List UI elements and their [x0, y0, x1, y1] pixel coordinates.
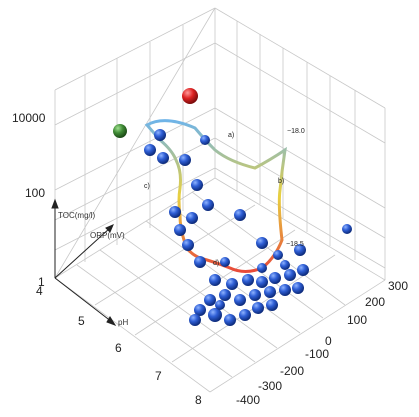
points-group [113, 88, 352, 326]
annotation-value-2: −18.5 [286, 241, 304, 248]
annotation-b: b) [278, 178, 284, 185]
point [186, 212, 198, 224]
point [200, 135, 210, 145]
x-tick-7: 7 [155, 369, 162, 383]
point [204, 294, 216, 306]
point [208, 308, 222, 322]
point [266, 299, 278, 311]
point [273, 250, 283, 260]
annotation-a: a) [228, 132, 234, 139]
y-axis-title: ORP(mV) [90, 231, 125, 240]
point [182, 239, 194, 251]
point [239, 309, 251, 321]
x-tick-8: 8 [195, 393, 202, 407]
y-tick-0: 0 [325, 334, 332, 348]
axis-lines [51, 198, 117, 326]
point [189, 314, 201, 326]
x-tick-4: 4 [36, 284, 43, 298]
x-tick-6: 6 [115, 341, 122, 355]
z-axis-title: TOC(mg/l) [58, 211, 96, 220]
point [294, 244, 306, 256]
point-green [113, 124, 127, 138]
annotation-value-1: −18.0 [287, 128, 305, 135]
point [292, 282, 304, 294]
point [242, 274, 254, 286]
point [226, 278, 238, 290]
point [194, 304, 206, 316]
point [209, 274, 221, 286]
point-red [182, 88, 198, 104]
y-tick-m200: -200 [280, 364, 304, 378]
point [257, 263, 267, 273]
annotations: a) b) c) d) −18.0 −18.5 [144, 128, 305, 267]
y-tick-m300: -300 [258, 379, 282, 393]
point [297, 264, 309, 276]
point [179, 154, 191, 166]
point [234, 209, 246, 221]
y-tick-300: 300 [388, 279, 408, 293]
point [269, 272, 281, 284]
point [157, 152, 169, 164]
point [264, 286, 276, 298]
point [280, 260, 290, 270]
point [252, 302, 264, 314]
y-tick-100: 100 [347, 313, 367, 327]
y-tick-200: 200 [365, 295, 385, 309]
grid-lines [54, 7, 386, 393]
point [194, 256, 206, 268]
x-axis-title: pH [118, 318, 128, 327]
point [224, 314, 236, 326]
point [220, 257, 230, 267]
z-tick-1: 1 [38, 275, 45, 289]
point [154, 129, 166, 141]
point [342, 224, 352, 234]
point [256, 276, 268, 288]
x-tick-5: 5 [78, 314, 85, 328]
annotation-c: c) [144, 183, 150, 190]
point [249, 289, 261, 301]
point [169, 206, 181, 218]
tick-labels: 10000 100 1 4 5 6 7 8 300 200 100 0 -100… [12, 111, 408, 407]
point [202, 199, 214, 211]
trajectory-path [144, 119, 287, 273]
point [144, 144, 156, 156]
point [234, 294, 246, 306]
y-tick-m400: -400 [236, 393, 260, 407]
point [279, 284, 291, 296]
axis-titles: TOC(mg/l) ORP(mV) pH [58, 211, 128, 327]
point [191, 179, 203, 191]
point [219, 289, 231, 301]
annotation-d: d) [213, 260, 219, 267]
point [174, 224, 186, 236]
y-tick-m100: -100 [305, 347, 329, 361]
z-tick-100: 100 [25, 186, 45, 200]
point [215, 300, 225, 310]
point [284, 269, 296, 281]
z-tick-10000: 10000 [12, 111, 46, 125]
point [256, 237, 268, 249]
